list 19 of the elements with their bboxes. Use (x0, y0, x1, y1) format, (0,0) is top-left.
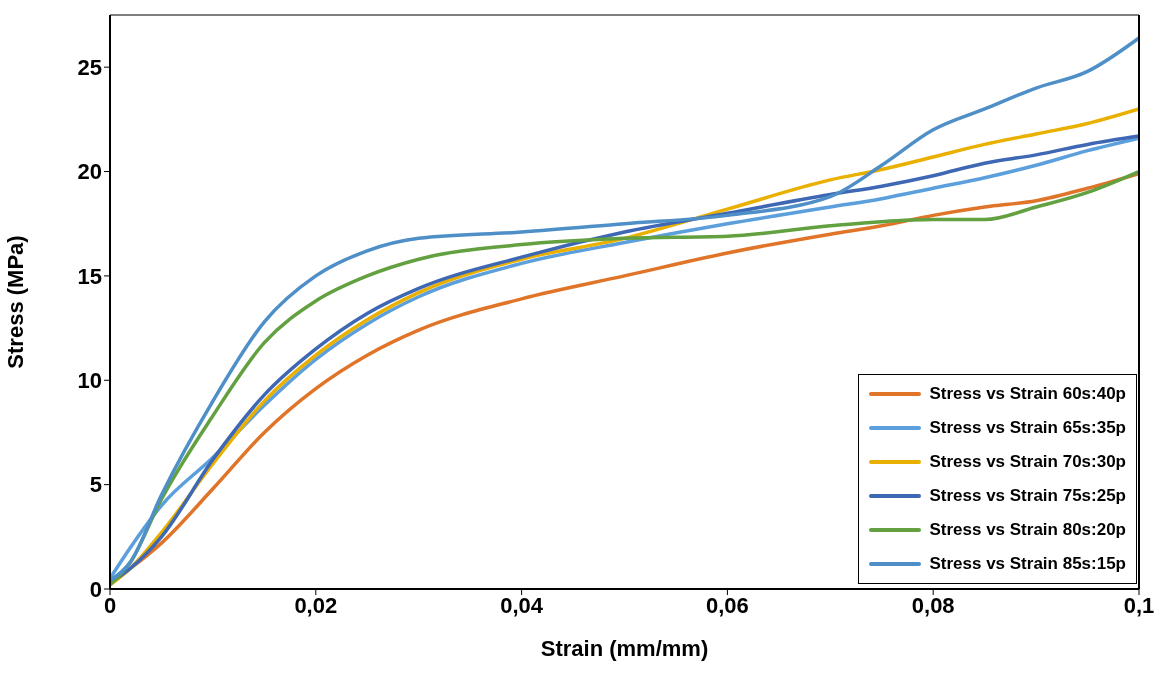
y-tick-label: 0 (89, 576, 102, 602)
legend-label: Stress vs Strain 65s:35p (929, 418, 1126, 438)
x-tick-label: 0,1 (1123, 592, 1155, 618)
legend-label: Stress vs Strain 80s:20p (929, 520, 1126, 540)
x-tick-label: 0,08 (911, 592, 955, 618)
y-tick-label: 5 (89, 472, 102, 498)
y-tick-label: 10 (77, 368, 102, 394)
legend-label: Stress vs Strain 60s:40p (929, 384, 1126, 404)
legend-label: Stress vs Strain 75s:25p (929, 486, 1126, 506)
y-tick-label: 25 (77, 54, 102, 80)
legend-label: Stress vs Strain 70s:30p (929, 452, 1126, 472)
x-tick-label: 0,04 (500, 592, 544, 618)
y-axis-title: Stress (MPa) (2, 235, 28, 369)
legend-label: Stress vs Strain 85s:15p (929, 554, 1126, 574)
y-tick-label: 20 (77, 159, 102, 185)
x-axis-title: Strain (mm/mm) (540, 636, 709, 661)
x-tick-label: 0,06 (705, 592, 749, 618)
y-tick-label: 15 (77, 263, 102, 289)
x-tick-label: 0,02 (294, 592, 338, 618)
